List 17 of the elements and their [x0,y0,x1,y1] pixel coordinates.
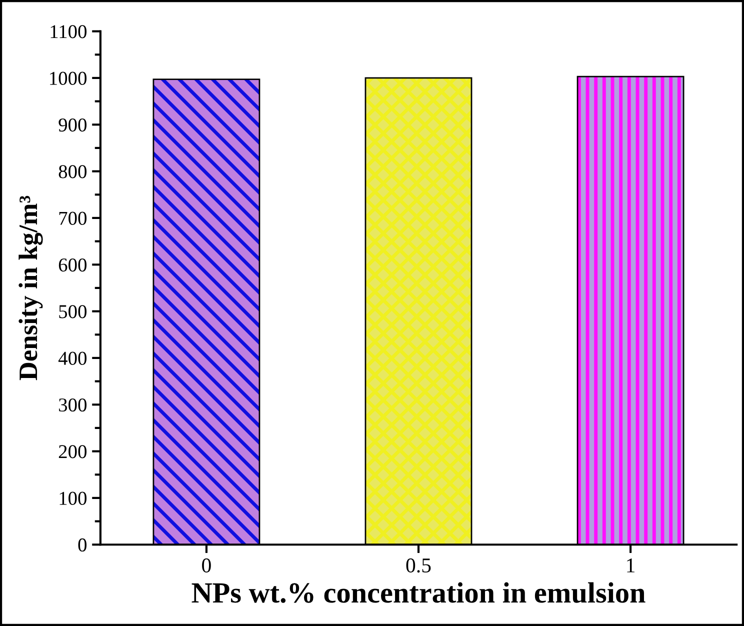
y-tick-label: 400 [58,352,87,365]
y-axis-title: Density in kg/m³ [18,196,43,380]
y-tick-label: 0 [78,538,87,552]
y-tick-label: 1000 [50,72,87,85]
y-tick-label: 1100 [50,25,87,38]
x-tick-label: 0.5 [406,558,431,573]
x-tick-label: 1 [627,558,634,572]
y-tick-label: 300 [59,398,87,412]
y-tick-label: 500 [59,305,87,318]
y-tick-label: 100 [60,492,87,505]
y-tick-label: 700 [59,212,87,225]
y-tick-label: 600 [58,258,87,272]
y-tick-label: 800 [58,165,87,178]
y-tick-label: 900 [58,118,87,132]
x-axis-title: NPs wt.% concentration in emulsion [192,582,646,603]
y-tick-label: 200 [58,445,87,458]
x-tick-label: 0 [202,558,211,572]
